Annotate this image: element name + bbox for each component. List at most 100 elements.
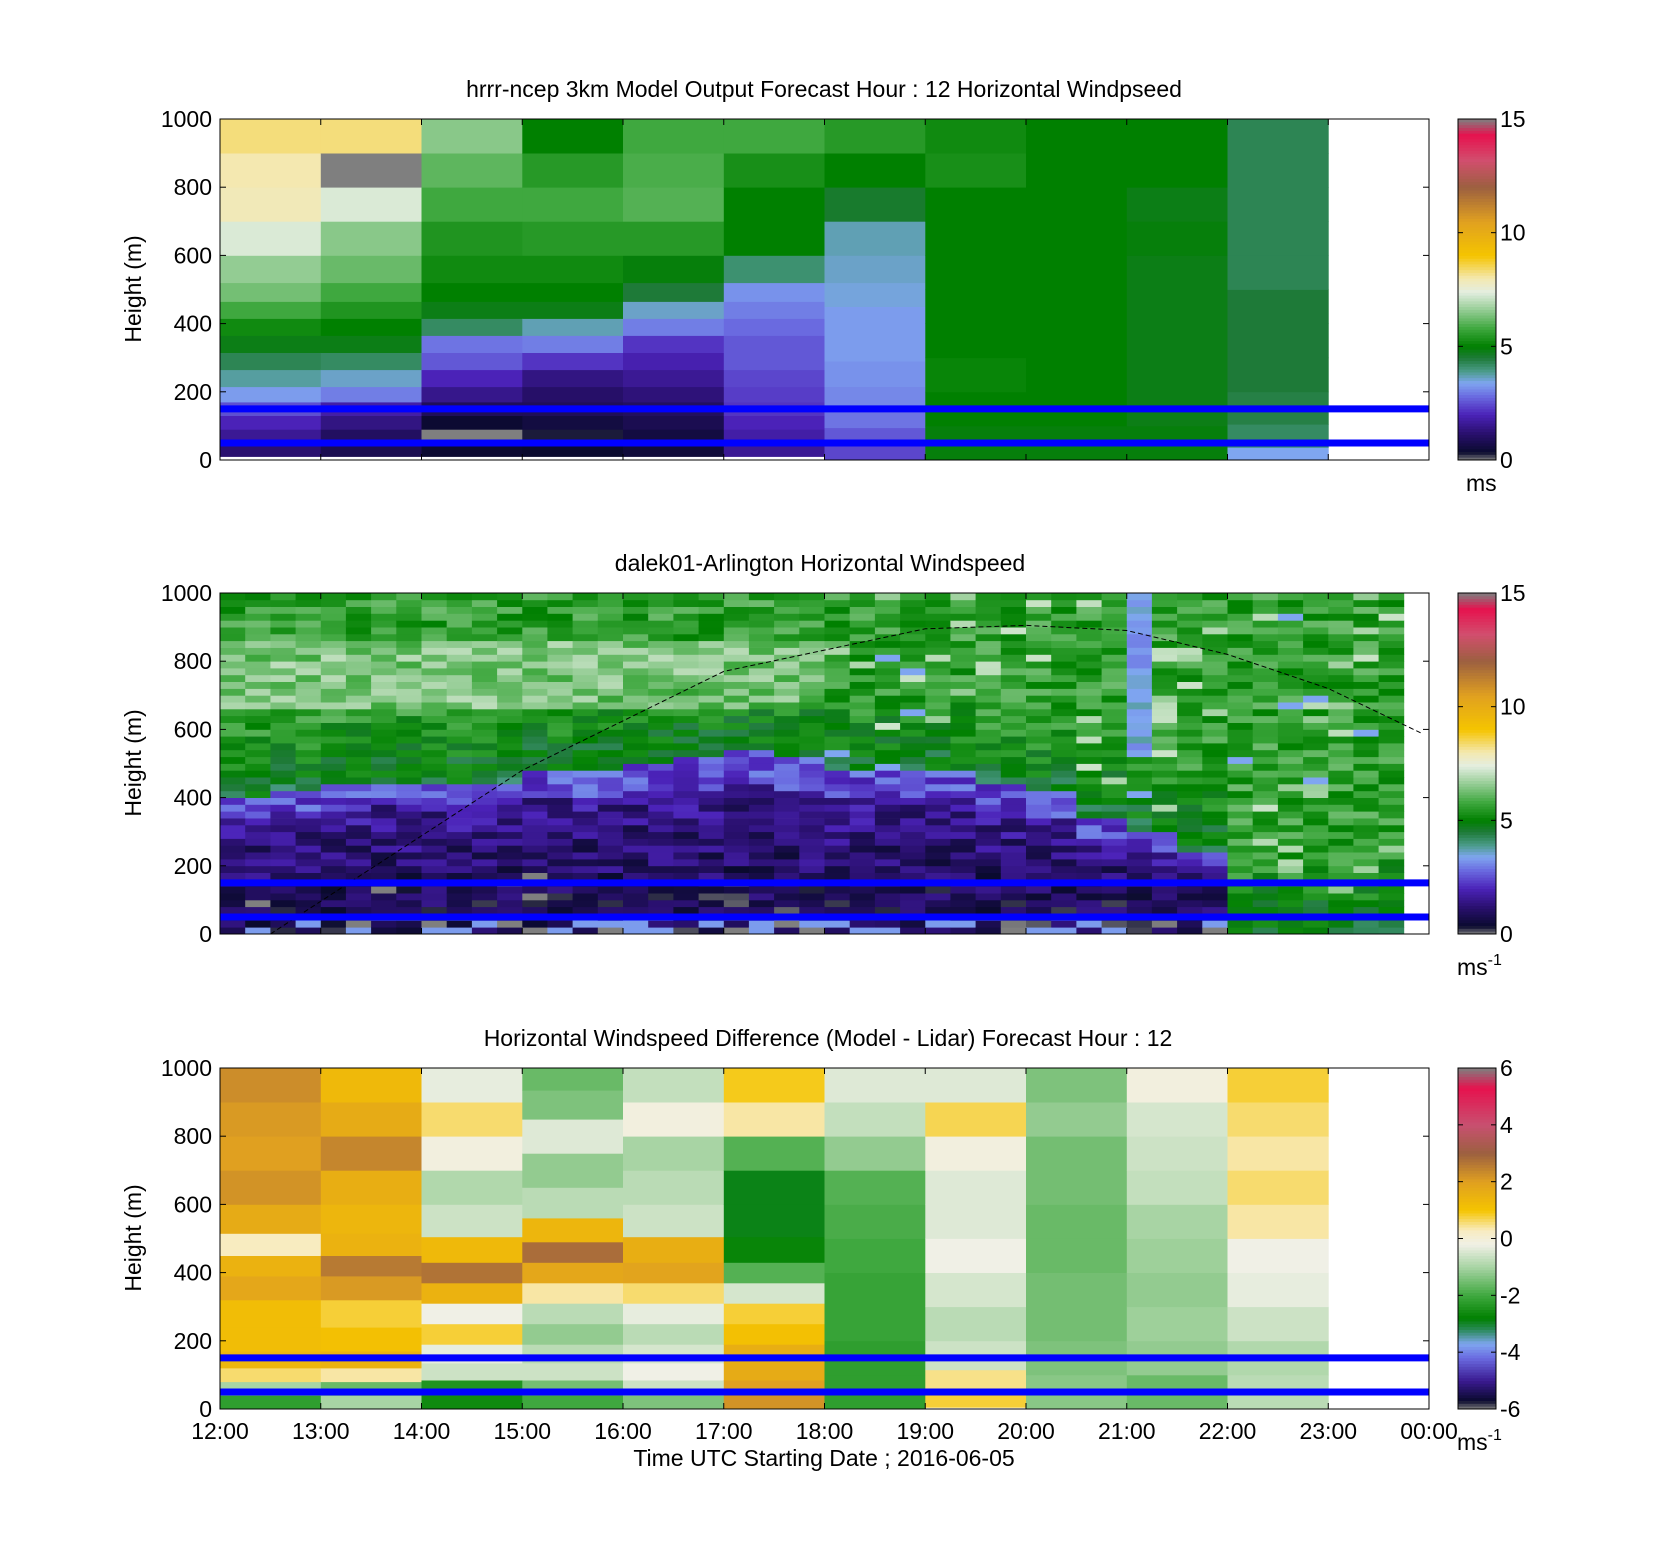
heatmap-cell (1126, 633, 1153, 642)
heatmap-cell (471, 606, 498, 614)
heatmap-cell (975, 899, 1002, 908)
heatmap-cell (471, 654, 498, 662)
heatmap-cell (673, 893, 699, 901)
heatmap-cell (547, 654, 573, 662)
heatmap-cell (295, 749, 322, 758)
heatmap-cell (900, 668, 926, 676)
colorbar-segment (1458, 181, 1496, 185)
heatmap-cell (975, 688, 1002, 696)
heatmap-cell (597, 804, 624, 812)
heatmap-cell (623, 838, 649, 846)
heatmap-cell (748, 633, 775, 642)
heatmap-cell (345, 804, 372, 812)
colorbar-segment (1458, 215, 1496, 219)
heatmap-cell (1126, 722, 1153, 730)
heatmap-cell (849, 722, 876, 730)
heatmap-cell (950, 790, 976, 798)
heatmap-cell (1202, 811, 1228, 819)
heatmap-cell (1378, 661, 1405, 669)
y-tick-label: 0 (199, 447, 212, 473)
heatmap-cell (1051, 818, 1077, 826)
heatmap-cell (849, 702, 876, 710)
colorbar-segment (1458, 720, 1496, 725)
heatmap-cell (623, 722, 649, 730)
colorbar-segment (1458, 834, 1496, 838)
heatmap-cell (597, 633, 624, 642)
colorbar-segment (1458, 226, 1496, 231)
heatmap-cell (1252, 620, 1279, 628)
heatmap-cell (1051, 620, 1077, 628)
heatmap-cell (1328, 661, 1354, 669)
heatmap-cell (1126, 661, 1153, 669)
colorbar-segment (1458, 814, 1496, 818)
heatmap-cell (522, 715, 548, 723)
heatmap-cell (421, 763, 448, 771)
heatmap-cell (1202, 640, 1228, 648)
heatmap-cell (522, 386, 624, 403)
heatmap-cell (371, 886, 397, 894)
heatmap-cell (1177, 893, 1203, 901)
colorbar-segment (1458, 434, 1496, 438)
heatmap-cell (371, 763, 397, 771)
heatmap-cell (547, 790, 573, 798)
heatmap-cell (597, 695, 624, 703)
heatmap-cell (371, 824, 397, 833)
heatmap-cell (950, 722, 976, 730)
heatmap-cell (320, 1327, 422, 1352)
heatmap-cell (245, 633, 271, 642)
heatmap-cell (471, 668, 498, 676)
colorbar-segment (1458, 124, 1496, 129)
heatmap-cell (497, 784, 523, 792)
heatmap-cell (1328, 845, 1354, 853)
heatmap-cell (1227, 668, 1254, 676)
heatmap-cell (1252, 852, 1279, 860)
heatmap-cell (1227, 736, 1254, 744)
heatmap-cell (497, 606, 523, 614)
heatmap-cell (1051, 688, 1077, 696)
heatmap-cell (1151, 627, 1178, 635)
colorbar-segment (1458, 266, 1496, 271)
y-axis-label: Height (m) (120, 235, 146, 342)
heatmap-cell (446, 674, 473, 682)
heatmap-cell (1051, 893, 1077, 901)
heatmap-cell (1328, 872, 1354, 880)
heatmap-cell (1126, 1272, 1228, 1308)
heatmap-cell (1177, 743, 1203, 751)
colorbar-segment (1458, 777, 1496, 782)
heatmap-cell (723, 1136, 825, 1171)
heatmap-cell (522, 702, 548, 710)
heatmap-cell (1051, 790, 1077, 798)
heatmap-cell (446, 865, 473, 873)
heatmap-cell (950, 681, 976, 689)
heatmap-cell (1252, 790, 1279, 798)
heatmap-cell (345, 927, 372, 934)
heatmap-cell (597, 715, 624, 723)
colorbar-segment (1458, 1298, 1496, 1302)
heatmap-cell (1202, 749, 1228, 758)
heatmap-cell (849, 763, 876, 771)
heatmap-cell (220, 702, 246, 710)
heatmap-cell (1000, 784, 1027, 792)
heatmap-cell (874, 872, 901, 880)
heatmap-cell (270, 661, 296, 669)
heatmap-cell (245, 708, 271, 717)
heatmap-cell (446, 770, 473, 778)
heatmap-cell (1202, 893, 1228, 901)
heatmap-cell (849, 797, 876, 805)
heatmap-cell (1177, 777, 1203, 785)
heatmap-cell (1277, 818, 1304, 826)
heatmap-cell (1378, 606, 1405, 614)
heatmap-cell (270, 784, 296, 792)
heatmap-cell (446, 654, 473, 662)
colorbar-segment (1458, 737, 1496, 742)
heatmap-cell (497, 763, 523, 771)
heatmap-cell (623, 613, 649, 621)
colorbar-segment (1458, 1406, 1496, 1410)
heatmap-cell (723, 301, 825, 319)
heatmap-cell (396, 763, 422, 771)
colorbar-segment (1458, 272, 1496, 276)
heatmap-cell (1252, 872, 1279, 880)
heatmap-cell (1328, 654, 1354, 662)
heatmap-cell (648, 749, 674, 758)
heatmap-cell (1227, 859, 1254, 867)
